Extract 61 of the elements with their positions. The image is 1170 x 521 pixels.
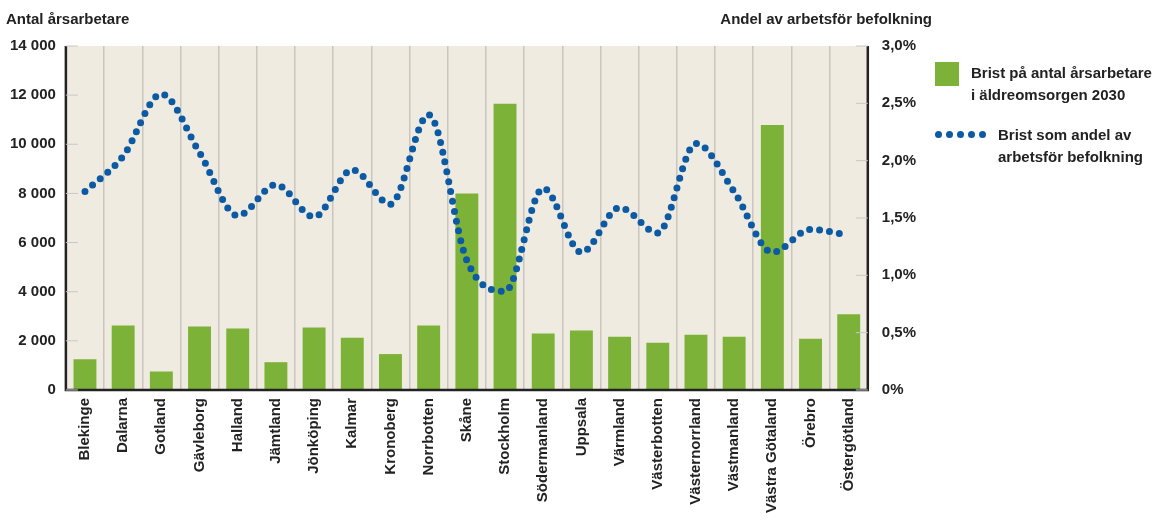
bar [226,328,250,390]
bar [111,325,135,390]
bar [340,337,364,390]
x-tick-label: Norrbotten [418,397,436,476]
bar [608,336,632,390]
x-tick-label: Blekinge [75,397,93,461]
x-tick-label: Västerbotten [647,397,665,490]
x-tick-label: Västmanland [724,397,742,492]
bar [493,103,517,390]
x-tick-label: Gotland [151,397,169,455]
x-tick-label: Södermanland [533,397,551,503]
y-tick-label: 0 [47,380,56,398]
x-tick-label: Gävleborg [189,397,207,473]
x-tick-label: Västra Götaland [762,397,780,514]
x-tick-label: Dalarna [113,397,131,453]
x-tick-label: Kalmar [342,397,360,449]
legend-label: Brist som andel av arbetsför befolkning [998,125,1144,167]
bar [455,193,479,390]
x-tick-label: Värmland [609,397,627,467]
bar [684,334,708,390]
y2-tick-label: 2,5% [881,93,917,111]
bar [149,371,173,390]
x-tick-label: Skåne [456,397,474,443]
legend-label: Brist på antal årsarbetare i äldreomsorgen 2030 [971,63,1153,105]
x-tick-label: Jönköping [304,397,322,474]
bar [646,342,670,390]
bar [379,354,402,390]
y2-tick-label: 2,0% [881,150,917,168]
x-tick-label: Halland [227,397,245,453]
bar [722,336,746,390]
y2-tick-label: 0,5% [881,322,917,340]
y-tick-label: 10 000 [9,134,56,152]
x-tick-label: Örebro [800,397,818,448]
y2-tick-label: 1,5% [881,208,917,226]
y-tick-label: 8 000 [18,183,56,201]
y-tick-label: 4 000 [18,281,56,299]
x-tick-label: Västernorrland [686,397,704,505]
x-tick-label: Jämtland [266,397,284,464]
x-tick-label: Kronoberg [380,397,398,475]
bar [569,330,593,390]
y-tick-label: 6 000 [18,232,56,250]
bar [760,125,784,390]
y2-tick-label: 3,0% [881,36,917,54]
y2-tick-label: 0% [881,380,904,398]
y-axis-title: Antal årsarbetare [6,10,130,27]
bar [302,327,326,390]
bar [417,325,441,390]
bar [837,314,861,390]
x-tick-label: Östergötland [838,397,856,492]
y-tick-label: 12 000 [9,85,56,103]
bar [264,362,288,390]
x-tick-label: Uppsala [571,397,589,457]
bar [799,338,822,390]
bar [531,333,555,390]
x-tick-label: Stockholm [495,397,513,475]
y2-axis-title: Andel av arbetsför befolkning [720,10,932,27]
y-tick-label: 2 000 [18,330,56,348]
bar [73,359,97,390]
bar [188,326,211,390]
y-tick-label: 14 000 [9,36,56,54]
y2-tick-label: 1,0% [881,265,917,283]
